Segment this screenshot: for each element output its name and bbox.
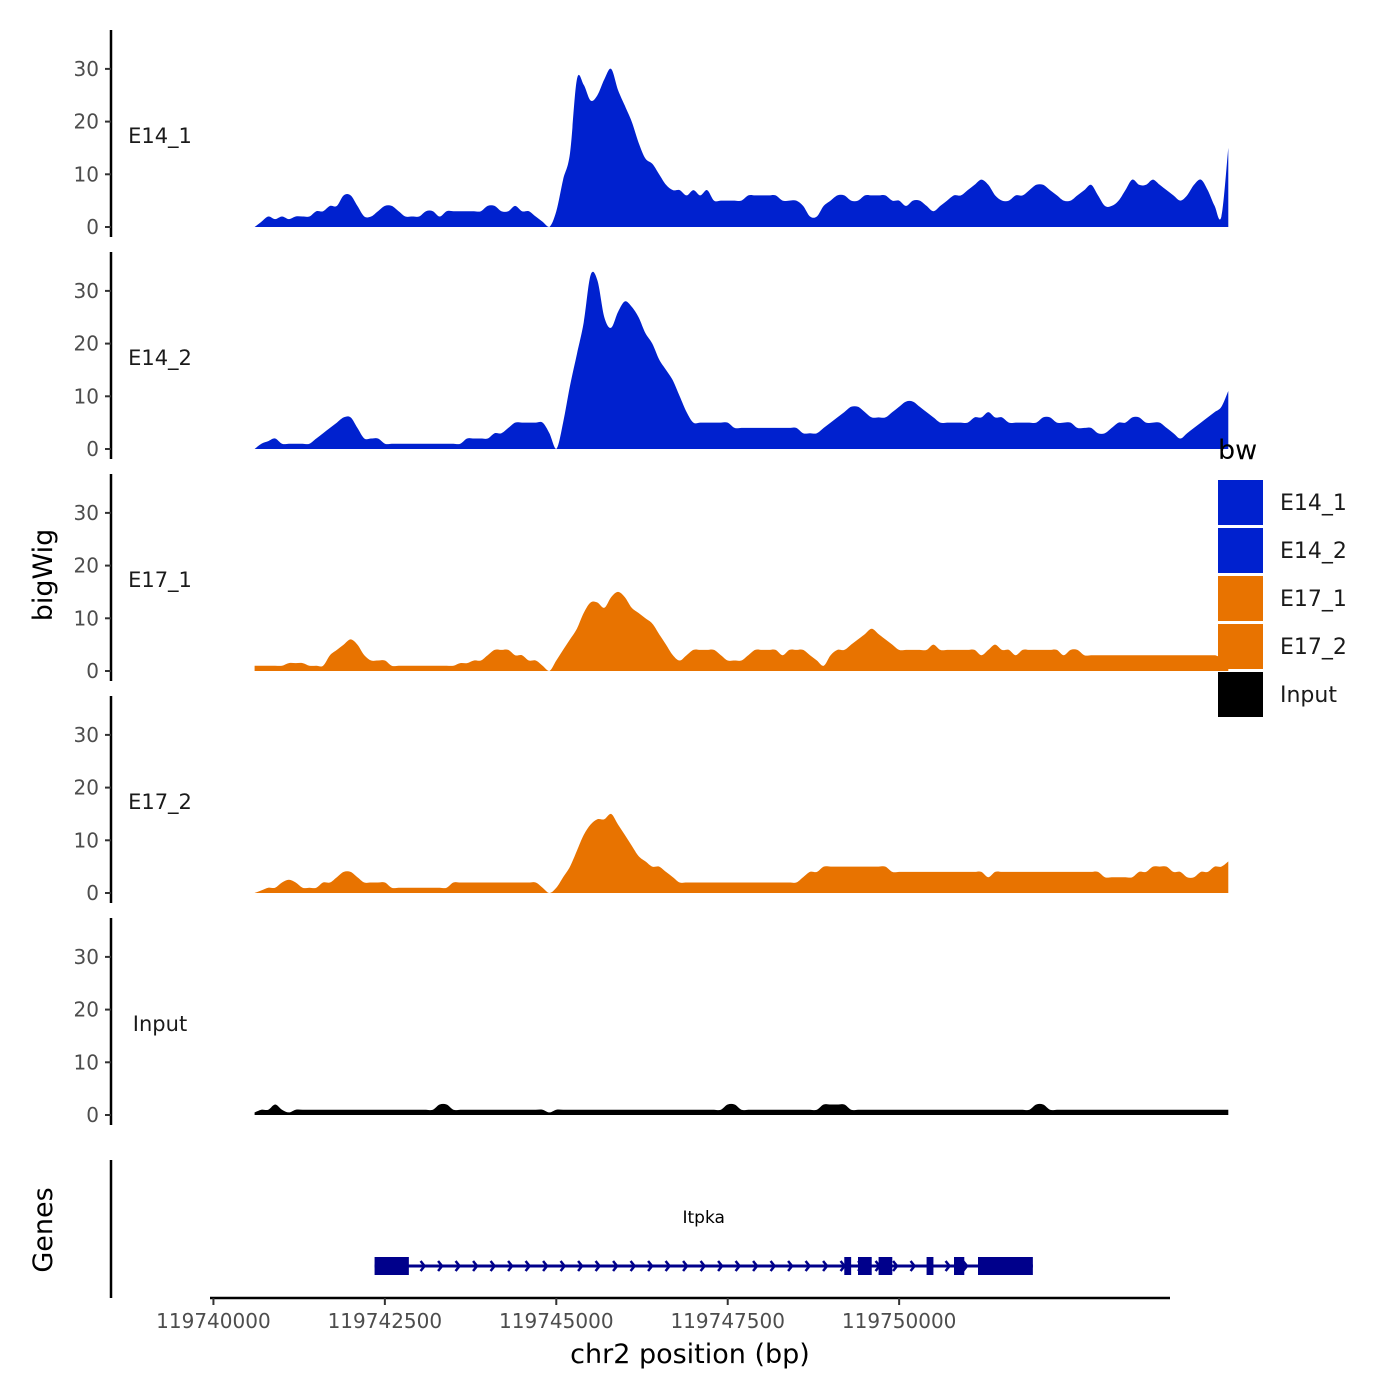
- y-tick-label: 0: [86, 1103, 99, 1127]
- strand-arrow: [559, 1260, 567, 1272]
- strand-arrow: [577, 1260, 584, 1272]
- strand-arrow: [524, 1260, 532, 1272]
- y-tick-label: 20: [74, 332, 99, 356]
- strand-arrow: [507, 1260, 514, 1272]
- y-tick-label: 0: [86, 881, 99, 905]
- legend-swatch-E17_2: [1218, 624, 1263, 669]
- legend-swatch-Input: [1218, 672, 1263, 717]
- strand-arrow: [629, 1260, 637, 1272]
- x-tick-label: 119750000: [842, 1309, 957, 1333]
- y-tick-label: 30: [74, 501, 99, 525]
- strand-arrow: [542, 1260, 549, 1272]
- y-tick-label: 20: [74, 110, 99, 134]
- strand-arrow: [734, 1260, 742, 1272]
- gene-name-label: Itpka: [682, 1208, 724, 1228]
- y-tick-label: 30: [74, 723, 99, 747]
- y-tick-label: 20: [74, 776, 99, 800]
- strand-arrow: [962, 1260, 969, 1272]
- x-tick-label: 119740000: [156, 1309, 271, 1333]
- track-E14_2: 0 10 20 30 E14_2: [74, 252, 1229, 461]
- track-E17_1: 0 10 20 30 E17_1: [74, 474, 1229, 683]
- signal-area-E14_2: [254, 271, 1229, 449]
- legend-label: E17_1: [1280, 587, 1347, 612]
- y-tick-label: 30: [74, 57, 99, 81]
- gene-exon: [926, 1257, 934, 1275]
- y-tick-label: 20: [74, 998, 99, 1022]
- strand-arrow: [647, 1260, 654, 1272]
- y-tick-label: 30: [74, 945, 99, 969]
- track-label: E17_2: [128, 790, 192, 815]
- x-axis-title: chr2 position (bp): [570, 1339, 810, 1370]
- y-tick-label: 10: [74, 828, 99, 852]
- legend-label: E14_1: [1280, 491, 1347, 516]
- strand-arrow: [909, 1260, 917, 1272]
- track-label: Input: [133, 1012, 187, 1036]
- gene-exon: [374, 1257, 409, 1275]
- strand-arrow: [699, 1260, 707, 1272]
- y-tick-label: 0: [86, 215, 99, 239]
- gene-model: [374, 1257, 1033, 1275]
- strand-arrow: [472, 1260, 479, 1272]
- track-label: E17_1: [128, 568, 192, 593]
- gene-exon: [978, 1257, 1033, 1275]
- track-E14_1: 0 10 20 30 E14_1: [74, 30, 1229, 239]
- y-tick-label: 10: [74, 384, 99, 408]
- x-tick-label: 119742500: [328, 1309, 443, 1333]
- gene-exon: [878, 1257, 893, 1275]
- genes-track: Genes Itpka: [28, 1160, 1033, 1298]
- y-tick-label: 30: [74, 279, 99, 303]
- strand-arrow: [769, 1260, 777, 1272]
- strand-arrow: [612, 1260, 619, 1272]
- x-axis: 119740000 119742500 119745000 119747500 1197…: [156, 1296, 1170, 1333]
- track-E17_2: 0 10 20 30 E17_2: [74, 696, 1229, 905]
- track-label: E14_2: [128, 346, 192, 371]
- y-tick-label: 10: [74, 606, 99, 630]
- strand-arrow: [489, 1260, 497, 1272]
- gene-exon: [858, 1257, 872, 1275]
- y-tick-label: 10: [74, 162, 99, 186]
- strand-arrow: [892, 1260, 899, 1272]
- signal-area-E17_2: [254, 813, 1229, 893]
- track-label: E14_1: [128, 124, 192, 149]
- y-tick-label: 10: [74, 1050, 99, 1074]
- bigwig-tracks: 0 10 20 30 E14_1 0 10 20 30 E14_2 0 10 20 30 E17_1 0 10 2…: [74, 30, 1229, 1127]
- strand-arrow: [717, 1260, 724, 1272]
- signal-area-E14_1: [254, 68, 1229, 228]
- strand-arrow: [437, 1260, 444, 1272]
- strand-arrow: [454, 1260, 462, 1272]
- genes-track-title: Genes: [28, 1187, 59, 1272]
- legend-swatch-E17_1: [1218, 576, 1263, 621]
- legend-swatch-E14_1: [1218, 480, 1263, 525]
- strand-arrow: [787, 1260, 794, 1272]
- x-tick-label: 119747500: [670, 1309, 785, 1333]
- signal-area-E17_1: [254, 591, 1229, 671]
- y-axis-title: bigWig: [28, 529, 59, 622]
- y-tick-label: 0: [86, 437, 99, 461]
- strand-arrow: [682, 1260, 689, 1272]
- track-Input: 0 10 20 30 Input: [74, 918, 1229, 1127]
- y-tick-label: 20: [74, 554, 99, 578]
- strand-arrow: [804, 1260, 812, 1272]
- strand-arrow: [944, 1260, 952, 1272]
- signal-area-Input: [254, 1103, 1229, 1115]
- x-tick-label: 119745000: [499, 1309, 614, 1333]
- strand-arrow: [822, 1260, 829, 1272]
- legend-swatch-E14_2: [1218, 528, 1263, 573]
- legend-title: bw: [1218, 435, 1257, 466]
- gene-exon: [844, 1257, 852, 1275]
- gene-exon: [954, 1257, 965, 1275]
- y-tick-label: 0: [86, 659, 99, 683]
- strand-arrow: [594, 1260, 602, 1272]
- strand-arrow: [664, 1260, 672, 1272]
- strand-arrow: [752, 1260, 759, 1272]
- legend-label: E14_2: [1280, 539, 1347, 564]
- legend: bw E14_1 E14_2 E17_1 E17_2 Input: [1218, 435, 1347, 717]
- legend-label: Input: [1280, 683, 1337, 708]
- strand-arrow: [419, 1260, 427, 1272]
- legend-label: E17_2: [1280, 635, 1347, 660]
